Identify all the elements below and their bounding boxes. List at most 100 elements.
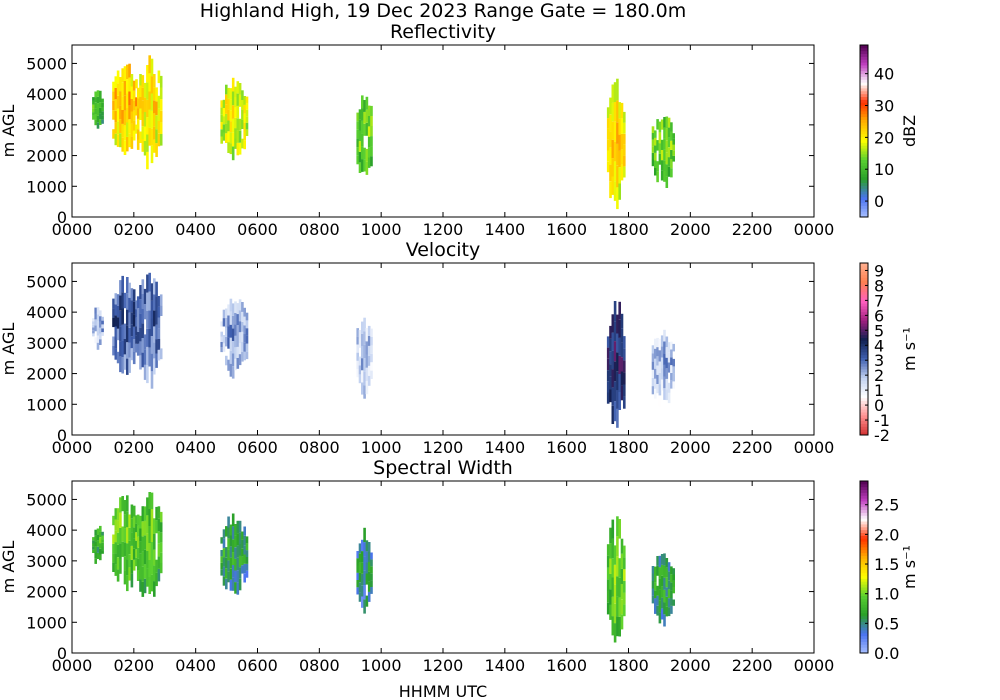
echo-pixel — [623, 384, 626, 397]
echo-pixel — [658, 350, 662, 362]
echo-pixel — [143, 364, 147, 380]
echo-pixel — [222, 557, 226, 567]
echo-pixel — [92, 104, 95, 109]
echo-pixel — [606, 336, 610, 348]
echo-pixel — [153, 358, 156, 375]
echo-pixel — [126, 277, 129, 294]
colorbar-swatch — [860, 174, 868, 178]
echo-pixel — [243, 140, 246, 150]
echo-pixel — [225, 336, 228, 347]
echo-pixel — [101, 535, 104, 540]
echo-pixel — [609, 558, 612, 574]
echo-pixel — [150, 300, 154, 319]
colorbar-swatch — [860, 558, 868, 562]
colorbar-swatch — [860, 627, 868, 631]
echo-pixel — [231, 577, 235, 591]
echo-pixel — [119, 326, 122, 342]
echo-pixel — [225, 133, 228, 143]
echo-cell — [356, 317, 373, 399]
y-tick-label: 2000 — [26, 583, 67, 602]
echo-pixel — [132, 301, 136, 315]
colorbar-tick-label: 5 — [874, 321, 884, 340]
echo-pixel — [128, 514, 131, 528]
echo-pixel — [667, 157, 671, 167]
colorbar-swatch — [860, 182, 868, 186]
echo-pixel — [241, 548, 244, 557]
echo-pixel — [654, 368, 657, 379]
colorbar-tick-label: 1.0 — [874, 585, 899, 604]
x-axis-label: HHMM UTC — [399, 682, 487, 700]
echo-pixel — [370, 566, 373, 574]
echo-pixel — [128, 342, 131, 358]
echo-pixel — [153, 581, 156, 597]
echo-pixel — [157, 306, 161, 318]
echo-pixel — [153, 565, 156, 582]
echo-pixel — [658, 361, 662, 373]
echo-pixel — [132, 339, 136, 352]
echo-pixel — [130, 573, 134, 588]
echo-pixel — [112, 515, 115, 526]
echo-pixel — [611, 314, 615, 333]
echo-pixel — [143, 112, 147, 127]
echo-pixel — [92, 112, 95, 116]
colorbar-swatch — [860, 610, 868, 614]
echo-pixel — [135, 124, 138, 134]
echo-pixel — [660, 357, 664, 369]
colorbar-tick-label: 4 — [874, 336, 884, 355]
echo-pixel — [99, 554, 102, 561]
echo-pixel — [150, 110, 154, 129]
echo-pixel — [136, 87, 140, 99]
echo-pixel — [132, 538, 136, 549]
echo-pixel — [620, 164, 624, 181]
echo-pixel — [227, 109, 230, 121]
colorbar-swatch — [860, 131, 868, 135]
echo-pixel — [101, 324, 104, 329]
echo-pixel — [651, 139, 655, 147]
echo-pixel — [606, 567, 610, 580]
echo-pixel — [130, 312, 134, 325]
echo-pixel — [139, 579, 142, 592]
echo-pixel — [114, 564, 118, 576]
colorbar-swatch — [860, 538, 868, 542]
echo-pixel — [155, 324, 158, 340]
x-tick-label: 0600 — [237, 220, 278, 239]
colorbar-swatch — [860, 369, 868, 373]
echo-pixel — [96, 109, 100, 116]
echo-pixel — [651, 581, 655, 589]
echo-pixel — [609, 325, 612, 339]
colorbar-swatch — [860, 188, 868, 192]
colorbar-swatch — [860, 165, 868, 169]
plot-frame — [71, 44, 815, 218]
colorbar-frame — [859, 44, 869, 218]
echo-pixel — [611, 139, 615, 159]
echo-pixel — [660, 160, 664, 171]
echo-pixel — [153, 534, 156, 550]
echo-pixel — [227, 516, 230, 528]
echo-pixel — [358, 130, 362, 142]
echo-pixel — [658, 612, 662, 624]
colorbar-swatch — [860, 526, 868, 531]
colorbar-swatch — [860, 136, 868, 140]
echo-pixel — [227, 142, 230, 153]
panel-title: Spectral Width — [373, 457, 513, 479]
echo-pixel — [135, 549, 138, 558]
echo-pixel — [609, 376, 612, 390]
echo-pixel — [222, 548, 226, 558]
echo-pixel — [234, 97, 237, 108]
echo-pixel — [135, 317, 138, 327]
colorbar-swatch — [860, 521, 868, 525]
echo-pixel — [245, 116, 249, 123]
colorbar-swatch — [860, 604, 868, 608]
echo-pixel — [243, 563, 246, 574]
echo-pixel — [92, 327, 95, 331]
echo-pixel — [136, 525, 140, 537]
colorbar-swatch — [860, 214, 868, 218]
colorbar-swatch — [860, 592, 868, 597]
echo-pixel — [665, 389, 669, 401]
echo-pixel — [116, 544, 120, 558]
echo-pixel — [656, 365, 659, 375]
echo-pixel — [227, 538, 230, 550]
echo-pixel — [606, 381, 610, 393]
